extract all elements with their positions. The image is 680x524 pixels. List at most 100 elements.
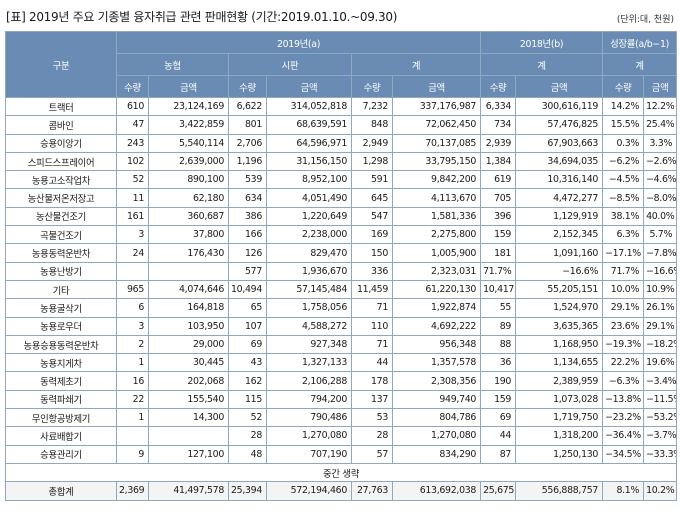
table-cell: −3.4% — [643, 371, 678, 391]
row-label: 곡물건조기 — [5, 225, 117, 245]
table-cell: −6.3% — [602, 371, 645, 391]
table-cell: 11 — [116, 188, 149, 208]
table-body: 트랙터 610 23,124,169 6,622 314,052,818 7,232 337… — [4, 96, 678, 501]
table-cell: 6,334 — [480, 96, 517, 117]
table-cell: 591 — [351, 170, 393, 190]
table-cell: 1,250,130 — [515, 444, 604, 464]
table-cell: 61,220,130 — [391, 279, 482, 300]
table-cell: 1,327,133 — [266, 353, 352, 373]
table-cell — [148, 261, 229, 281]
table-row: 동력제초기 16 202,068 162 2,106,288 178 2,308,356 19… — [5, 371, 678, 391]
table-cell: 9 — [116, 444, 149, 464]
table-cell: −53.2% — [643, 408, 678, 428]
table-cell: 159 — [480, 225, 517, 245]
table-cell: 1,091,160 — [515, 243, 604, 263]
row-label: 기타 — [5, 279, 117, 300]
table-cell: 336 — [351, 261, 393, 281]
table-cell: 4,074,646 — [148, 279, 229, 300]
row-label: 동력파쇄기 — [5, 389, 117, 410]
table-cell: 87 — [480, 444, 517, 464]
table-row: 농용난방기 577 1,936,670 336 2,323,031 71.7% −16.6%… — [5, 261, 678, 281]
table-cell: 890,100 — [148, 170, 229, 190]
table-cell: 57,145,484 — [266, 279, 352, 300]
row-label: 사료배합기 — [5, 426, 117, 446]
table-cell: 38.1% — [602, 206, 645, 227]
table-cell — [116, 426, 149, 446]
header-amount: 금액 — [391, 75, 482, 98]
table-cell: −11.5% — [643, 389, 678, 410]
table-row: 승용관리기 9 127,100 48 707,190 57 834,290 87 1,250,1… — [5, 444, 678, 464]
table-cell: 1,758,056 — [266, 298, 352, 318]
table-cell: 1,129,919 — [515, 206, 604, 227]
table-cell: 72,062,450 — [391, 115, 482, 135]
header-nonghyup: 농협 — [116, 53, 229, 76]
table-cell: 52 — [116, 170, 149, 190]
row-label: 농산물건조기 — [5, 206, 117, 227]
table-cell: 794,200 — [266, 389, 352, 410]
table-cell: 44 — [480, 426, 517, 446]
table-cell: −33.3% — [643, 444, 678, 464]
table-cell: −4.6% — [643, 170, 678, 190]
table-cell: 927,348 — [266, 334, 352, 355]
table-row: 사료배합기 28 1,270,080 28 1,270,080 44 1,318,200 −3… — [5, 426, 678, 446]
table-cell: 36 — [480, 353, 517, 373]
table-cell: 44 — [351, 353, 393, 373]
table-cell: 645 — [351, 188, 393, 208]
table-cell: 1,270,080 — [266, 426, 352, 446]
table-cell: 577 — [228, 261, 267, 281]
table-cell: 2,939 — [480, 133, 517, 153]
table-cell: 22.2% — [602, 353, 645, 373]
table-cell: 162 — [228, 371, 267, 391]
table-row: 동력파쇄기 22 155,540 115 794,200 137 949,740 159 1,0… — [5, 389, 678, 410]
table-cell: 155,540 — [148, 389, 229, 410]
table-cell: 613,692,038 — [391, 481, 482, 501]
row-label: 승용이앙기 — [5, 133, 117, 153]
header-qty: 수량 — [602, 75, 645, 98]
table-cell: 634 — [228, 188, 267, 208]
table-cell: 1 — [116, 353, 149, 373]
table-cell: 65 — [228, 298, 267, 318]
table-cell: 834,290 — [391, 444, 482, 464]
table-cell: 3,635,365 — [515, 316, 604, 336]
table-cell: 300,616,119 — [515, 96, 604, 117]
table-cell: 1,196 — [228, 151, 267, 172]
header-qty: 수량 — [116, 75, 149, 98]
table-cell: 956,348 — [391, 334, 482, 355]
table-cell: 88 — [480, 334, 517, 355]
table-cell: 2,308,356 — [391, 371, 482, 391]
table-cell: −8.0% — [643, 188, 678, 208]
row-label: 농용지게차 — [5, 353, 117, 373]
table-cell: 3 — [116, 316, 149, 336]
table-cell: 202,068 — [148, 371, 229, 391]
table-cell: 1,581,336 — [391, 206, 482, 227]
omission-note: 중간 생략 — [4, 462, 678, 483]
table-cell: 181 — [480, 243, 517, 263]
table-cell: 10,494 — [228, 279, 267, 300]
table-cell: 64,596,971 — [266, 133, 352, 153]
table-cell: 804,786 — [391, 408, 482, 428]
table-cell: 7,232 — [351, 96, 393, 117]
table-cell: −16.6% — [515, 261, 604, 281]
table-cell: 539 — [228, 170, 267, 190]
table-cell: 89 — [480, 316, 517, 336]
header-category: 구분 — [5, 31, 117, 98]
table-cell: −13.8% — [602, 389, 645, 410]
table-cell: 314,052,818 — [266, 96, 352, 117]
table-cell: 1,005,900 — [391, 243, 482, 263]
table-cell — [116, 261, 149, 281]
table-row: 농용굴삭기 6 164,818 65 1,758,056 71 1,922,874 55 1,5… — [5, 298, 678, 318]
table-cell: 68,639,591 — [266, 115, 352, 135]
table-cell: 6.3% — [602, 225, 645, 245]
table-cell: 337,176,987 — [391, 96, 482, 117]
table-cell: 243 — [116, 133, 149, 153]
table-cell: 1,168,950 — [515, 334, 604, 355]
table-cell: 2,639,000 — [148, 151, 229, 172]
row-label: 무인항공방제기 — [5, 408, 117, 428]
table-cell: 31,156,150 — [266, 151, 352, 172]
row-label: 농용동력운반차 — [5, 243, 117, 263]
table-cell: 11,459 — [351, 279, 393, 300]
table-cell: 2 — [116, 334, 149, 355]
table-cell: 1,318,200 — [515, 426, 604, 446]
table-row: 농용고소작업차 52 890,100 539 8,952,100 591 9,842,200… — [5, 170, 678, 190]
